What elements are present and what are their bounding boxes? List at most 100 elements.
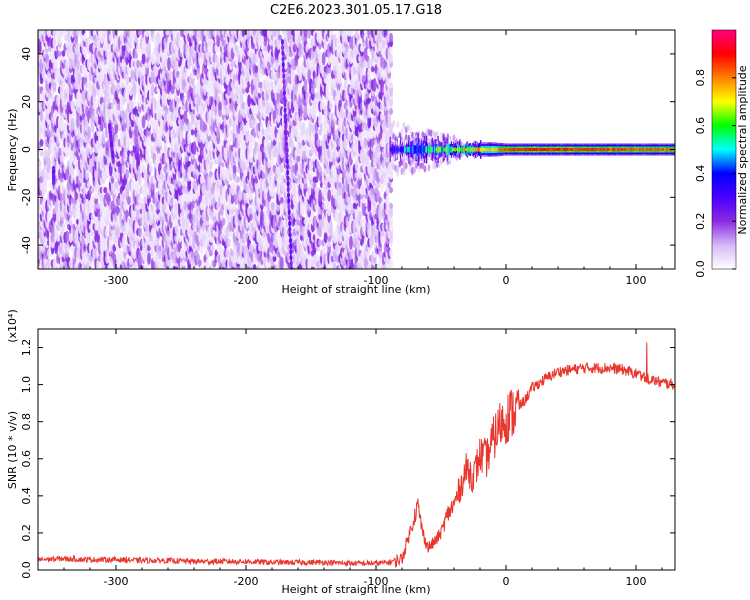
spectrogram-cell bbox=[263, 30, 268, 37]
spectrogram-cells bbox=[38, 30, 675, 269]
spectrogram-cell bbox=[48, 181, 53, 188]
spectrogram-cell bbox=[38, 166, 42, 173]
spectrogram-cell bbox=[52, 30, 57, 38]
spectrogram-cell bbox=[47, 156, 51, 171]
spectrogram-cell bbox=[192, 141, 197, 156]
spectrogram-cell bbox=[76, 30, 80, 36]
spectrogram-cell bbox=[70, 197, 75, 204]
spectrogram-cell bbox=[158, 107, 162, 115]
spectrogram-cell bbox=[329, 97, 333, 104]
spectrogram-cell bbox=[76, 58, 80, 70]
figure-title: C2E6.2023.301.05.17.G18 bbox=[270, 3, 442, 18]
spectrogram-cell bbox=[221, 217, 226, 226]
spectrogram-cell bbox=[68, 217, 73, 226]
spectrogram-cell bbox=[232, 164, 237, 174]
spectrogram-cell bbox=[327, 189, 332, 202]
spectrogram-cell bbox=[90, 187, 95, 194]
spectrogram-cell bbox=[138, 227, 142, 238]
spectrogram-cell bbox=[103, 30, 108, 39]
spectrogram-cell bbox=[96, 202, 100, 210]
spectrogram-cell bbox=[156, 31, 161, 44]
spectrogram-cell bbox=[247, 94, 252, 107]
spectrogram-cell bbox=[125, 168, 130, 180]
spectrogram-cell bbox=[167, 57, 171, 71]
spectrogram-cell bbox=[318, 189, 322, 202]
spectrogram-cell bbox=[318, 165, 322, 173]
spectrogram-cell bbox=[121, 110, 126, 123]
spectrogram-cell bbox=[121, 190, 126, 201]
spectrogram-cell bbox=[287, 30, 292, 39]
spectrogram-cell bbox=[87, 126, 91, 139]
spectrogram-cell bbox=[329, 220, 333, 234]
spectrogram-cell bbox=[238, 189, 242, 202]
spectrogram-cell bbox=[54, 58, 59, 70]
spectrogram-cell bbox=[323, 231, 328, 244]
spectrogram-cell bbox=[127, 196, 131, 206]
spectrogram-cell bbox=[85, 265, 89, 269]
spectrogram-cell bbox=[150, 83, 155, 98]
spectrogram-cell bbox=[138, 251, 142, 266]
spectrogram-cell bbox=[38, 160, 42, 168]
spectrogram-cell bbox=[92, 30, 97, 36]
spectrogram-cell bbox=[334, 210, 339, 222]
spectrogram-cell bbox=[301, 121, 306, 133]
spectrogram-cell bbox=[152, 32, 157, 44]
spectrogram-cell bbox=[227, 238, 232, 248]
spectrogram-cell bbox=[76, 198, 80, 213]
spectrogram-cell bbox=[280, 165, 284, 174]
spectrogram-cell bbox=[99, 122, 104, 132]
spectrogram-cell bbox=[39, 150, 44, 157]
spectrogram-cell bbox=[225, 248, 230, 258]
spectrogram-cell bbox=[94, 191, 99, 200]
spectrogram-cell bbox=[218, 101, 222, 111]
spectrogram-cell bbox=[98, 265, 102, 269]
spectrogram-cell bbox=[336, 64, 341, 75]
spectrogram-cell bbox=[61, 222, 66, 231]
spectrogram-cell bbox=[318, 30, 322, 40]
spectrogram-cell bbox=[318, 110, 322, 123]
spectrogram-cell bbox=[300, 247, 304, 259]
spectrogram-cell bbox=[61, 81, 66, 89]
spectrogram-cell bbox=[156, 127, 161, 138]
spectrogram-cell bbox=[90, 121, 95, 133]
spectrogram-cell bbox=[67, 30, 71, 37]
spectrogram-cell bbox=[147, 41, 151, 56]
spectrogram-cell bbox=[59, 30, 64, 36]
spectrogram-cell bbox=[254, 65, 259, 73]
spectrogram-cell bbox=[249, 143, 253, 154]
spectrogram-cell bbox=[47, 209, 51, 224]
spectrogram-cell bbox=[147, 252, 151, 265]
spectrogram-cell bbox=[245, 122, 250, 132]
spectrogram-cell bbox=[127, 138, 131, 147]
spectrogram-cell bbox=[245, 58, 250, 70]
spectrogram-cell bbox=[130, 180, 135, 189]
spectrogram-cell bbox=[136, 41, 141, 56]
spectrogram-cell bbox=[272, 30, 277, 38]
spectrogram-cell bbox=[249, 154, 253, 163]
spectrogram-cell bbox=[98, 130, 102, 145]
spectrogram-cell bbox=[327, 206, 332, 217]
spectrogram-cell bbox=[141, 52, 146, 65]
spectrogram-cell bbox=[99, 67, 104, 82]
spectrogram-cell bbox=[136, 59, 141, 69]
spectrogram-cell bbox=[136, 185, 141, 195]
spectrogram-cell bbox=[303, 30, 308, 38]
spectrogram-cell bbox=[270, 201, 275, 210]
spectrogram-cell bbox=[47, 99, 51, 113]
spectrogram-cell bbox=[121, 81, 126, 89]
spectrogram-cell bbox=[210, 244, 215, 252]
spectrogram-cell bbox=[145, 30, 150, 38]
spectrogram-cell bbox=[47, 30, 51, 38]
spectrogram-cell bbox=[176, 97, 181, 104]
spectrogram-cell bbox=[307, 30, 312, 39]
spectrogram-cell bbox=[298, 42, 302, 54]
spectrogram-cell bbox=[108, 33, 113, 42]
spectrogram-cell bbox=[236, 176, 241, 183]
spectrogram-cell bbox=[105, 226, 110, 238]
spectrogram-cell bbox=[57, 50, 62, 57]
spectrogram-cell bbox=[249, 243, 253, 253]
spectrogram-cell bbox=[316, 138, 321, 148]
spectrogram-cell bbox=[43, 178, 48, 192]
